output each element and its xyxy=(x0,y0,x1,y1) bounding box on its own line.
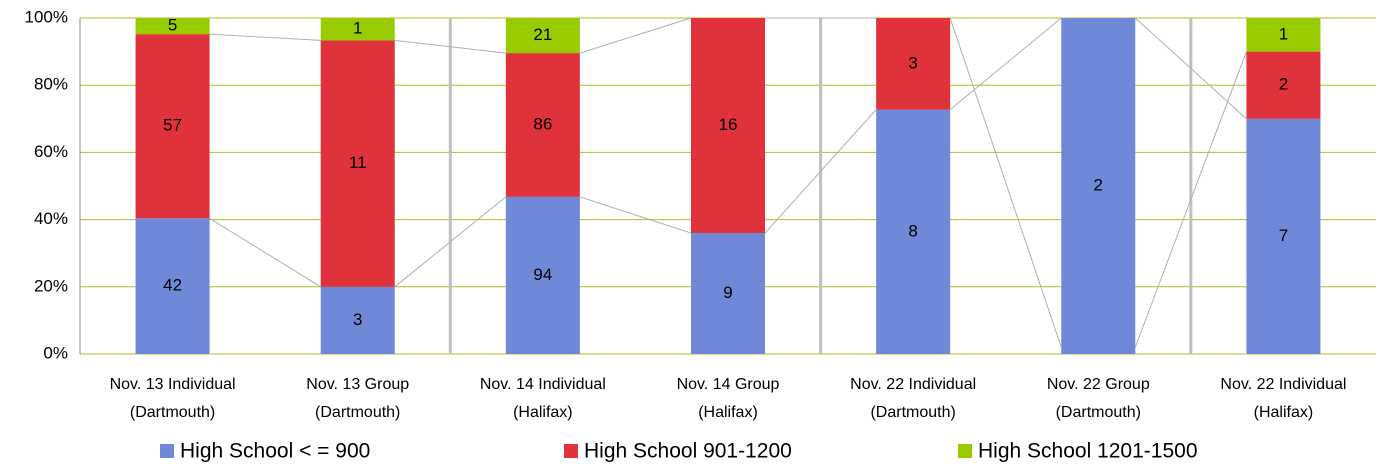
data-label: 21 xyxy=(533,25,552,44)
data-label: 42 xyxy=(163,276,182,295)
bar-segment xyxy=(135,34,210,219)
y-tick-label: 100% xyxy=(25,7,68,26)
bar-segment xyxy=(876,18,951,110)
legend-swatch xyxy=(958,444,972,458)
bar-segment xyxy=(876,109,951,355)
x-tick-label: Nov. 13 Group xyxy=(306,376,409,393)
y-tick-label: 60% xyxy=(34,142,68,161)
y-tick-label: 80% xyxy=(34,75,68,94)
data-label: 3 xyxy=(353,310,362,329)
bar-segment xyxy=(135,218,210,354)
bar-segment xyxy=(1061,18,1136,354)
data-label: 2 xyxy=(1279,75,1288,94)
data-label: 94 xyxy=(533,265,552,284)
series-line xyxy=(579,17,692,54)
x-tick-label: (Dartmouth) xyxy=(1056,404,1141,421)
x-tick-label: Nov. 14 Group xyxy=(677,376,780,393)
bar-segment xyxy=(505,196,580,354)
x-tick-label: Nov. 14 Individual xyxy=(480,376,606,393)
data-label: 1 xyxy=(353,19,362,38)
series-line xyxy=(764,109,877,234)
bar-segment xyxy=(1246,51,1321,119)
bar-segment xyxy=(320,40,395,287)
series-line xyxy=(394,39,506,54)
data-label: 3 xyxy=(908,53,917,72)
series-line xyxy=(1134,51,1247,348)
bar-segment xyxy=(1246,118,1321,354)
x-tick-label: (Dartmouth) xyxy=(870,404,955,421)
series-line xyxy=(394,196,507,288)
bar-segment xyxy=(320,18,395,41)
series-line xyxy=(579,196,692,234)
x-tick-label: (Halifax) xyxy=(1254,404,1314,421)
legend-label: High School 901-1200 xyxy=(584,440,792,463)
legend-swatch xyxy=(160,444,174,458)
x-tick-label: Nov. 22 Group xyxy=(1047,376,1150,393)
x-tick-label: (Dartmouth) xyxy=(130,404,215,421)
y-tick-label: 40% xyxy=(34,209,68,228)
y-tick-label: 20% xyxy=(34,276,68,295)
bar-segment xyxy=(135,18,210,35)
bar-segment xyxy=(691,18,765,234)
bar-segment xyxy=(691,233,765,354)
legend-swatch xyxy=(564,444,578,458)
data-label: 8 xyxy=(908,221,917,240)
bar-segment xyxy=(505,53,580,197)
data-label: 9 xyxy=(723,283,732,302)
series-line xyxy=(209,33,321,41)
series-line xyxy=(209,217,321,288)
series-line xyxy=(949,17,1062,111)
data-label: 2 xyxy=(1094,175,1103,194)
data-label: 11 xyxy=(349,153,367,172)
legend-label: High School 1201-1500 xyxy=(978,440,1198,463)
data-label: 1 xyxy=(1279,24,1288,43)
data-label: 57 xyxy=(163,116,182,135)
x-tick-label: Nov. 22 Individual xyxy=(1220,376,1346,393)
series-line xyxy=(949,17,1062,348)
x-tick-label: (Halifax) xyxy=(698,404,758,421)
data-label: 5 xyxy=(168,16,177,35)
x-tick-label: (Dartmouth) xyxy=(315,404,400,421)
bar-segment xyxy=(505,18,580,54)
x-tick-label: Nov. 22 Individual xyxy=(850,376,976,393)
y-tick-label: 0% xyxy=(43,343,68,362)
x-tick-label: (Halifax) xyxy=(513,404,573,421)
bar-segment xyxy=(320,286,395,354)
data-label: 7 xyxy=(1279,226,1288,245)
data-label: 16 xyxy=(719,115,738,134)
data-label: 86 xyxy=(533,114,552,133)
legend-label: High School < = 900 xyxy=(180,440,370,463)
bar-segment xyxy=(1246,18,1321,52)
x-tick-label: Nov. 13 Individual xyxy=(110,376,236,393)
